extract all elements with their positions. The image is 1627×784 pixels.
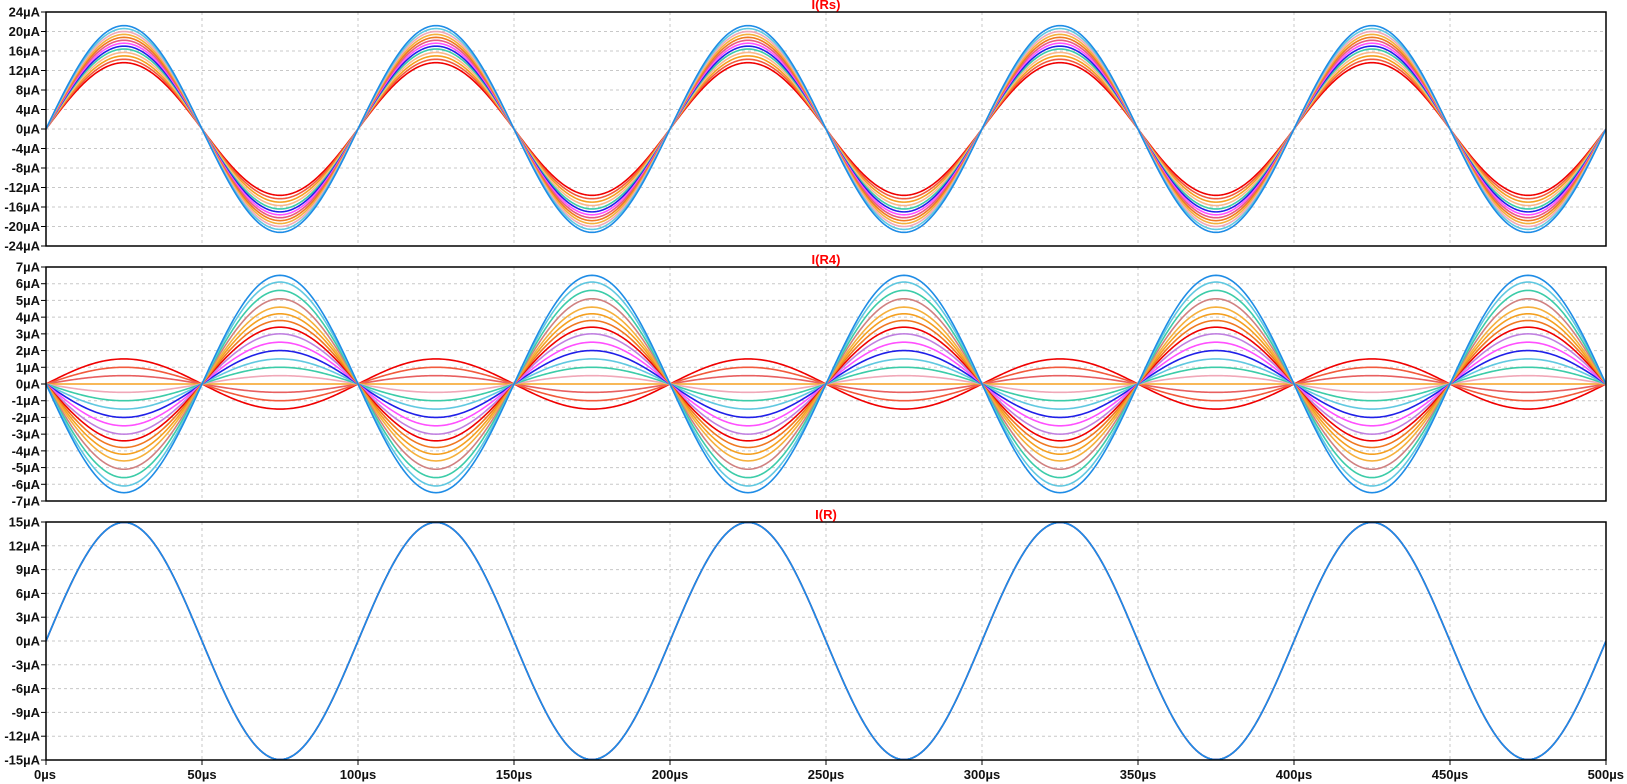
y-tick-label: 7µA <box>16 260 41 275</box>
y-tick-label: 3µA <box>16 610 41 625</box>
y-tick-label: -8µA <box>12 161 41 176</box>
y-tick-label: -5µA <box>12 460 41 475</box>
y-tick-label: 2µA <box>16 343 41 358</box>
x-tick-label: 500µs <box>1588 767 1624 782</box>
y-tick-label: -6µA <box>12 477 41 492</box>
y-tick-label: 16µA <box>9 44 41 59</box>
y-tick-label: 15µA <box>9 515 41 530</box>
pane-3: 15µA 12µA 9µA 6µA 3µA 0µA -3µA -6µA -9µA -12µA -15… <box>4 507 1607 768</box>
y-tick-label: -20µA <box>4 219 40 234</box>
y-tick-label: -7µA <box>12 494 41 509</box>
y-tick-label: -24µA <box>4 239 40 254</box>
x-tick-label: 150µs <box>496 767 532 782</box>
y-tick-label: 5µA <box>16 293 41 308</box>
traces <box>46 274 1606 494</box>
pane-title: I(R) <box>815 507 837 522</box>
x-axis: 0µs 50µs 100µs 150µs 200µs 250µs 300µs 350µs 400… <box>34 760 1624 782</box>
y-tick-label: -4µA <box>12 141 41 156</box>
y-tick-label: 24µA <box>9 5 41 20</box>
y-tick-label: -15µA <box>4 753 40 768</box>
pane-title: I(Rs) <box>812 0 841 12</box>
x-tick-label: 400µs <box>1276 767 1312 782</box>
y-tick-label: 12µA <box>9 63 41 78</box>
y-tick-label: 4µA <box>16 310 41 325</box>
x-tick-label: 50µs <box>187 767 216 782</box>
pane-title: I(R4) <box>812 252 841 267</box>
x-tick-label: 350µs <box>1120 767 1156 782</box>
x-tick-label: 200µs <box>652 767 688 782</box>
y-tick-label: 8µA <box>16 83 41 98</box>
y-tick-label: -6µA <box>12 681 41 696</box>
y-tick-label: -12µA <box>4 729 40 744</box>
y-tick-label: 6µA <box>16 276 41 291</box>
x-tick-label: 250µs <box>808 767 844 782</box>
y-tick-label: 4µA <box>16 102 41 117</box>
series-line <box>46 521 1606 761</box>
x-tick-label: 450µs <box>1432 767 1468 782</box>
y-tick-label: 20µA <box>9 24 41 39</box>
y-tick-label: -12µA <box>4 180 40 195</box>
y-tick-label: -3µA <box>12 657 41 672</box>
y-tick-label: -2µA <box>12 410 41 425</box>
traces <box>46 24 1606 234</box>
y-tick-label: 0µA <box>16 122 41 137</box>
y-tick-label: -1µA <box>12 393 41 408</box>
y-tick-label: 1µA <box>16 360 41 375</box>
y-tick-label: 0µA <box>16 377 41 392</box>
y-tick-label: 6µA <box>16 586 41 601</box>
x-tick-label: 0µs <box>34 767 56 782</box>
y-tick-label: -3µA <box>12 427 41 442</box>
pane-1: 24µA 20µA 16µA 12µA 8µA 4µA 0µA -4µA -8µA -12µA -1… <box>4 0 1607 254</box>
series-line <box>46 24 1606 234</box>
x-tick-label: 300µs <box>964 767 1000 782</box>
x-tick-label: 100µs <box>340 767 376 782</box>
y-tick-label: 12µA <box>9 538 41 553</box>
y-tick-label: 9µA <box>16 562 41 577</box>
y-tick-label: 0µA <box>16 634 41 649</box>
y-tick-label: 3µA <box>16 326 41 341</box>
traces <box>46 521 1606 761</box>
y-tick-label: -16µA <box>4 200 40 215</box>
y-tick-label: -4µA <box>12 443 41 458</box>
series-line <box>46 274 1606 494</box>
y-tick-label: -9µA <box>12 705 41 720</box>
